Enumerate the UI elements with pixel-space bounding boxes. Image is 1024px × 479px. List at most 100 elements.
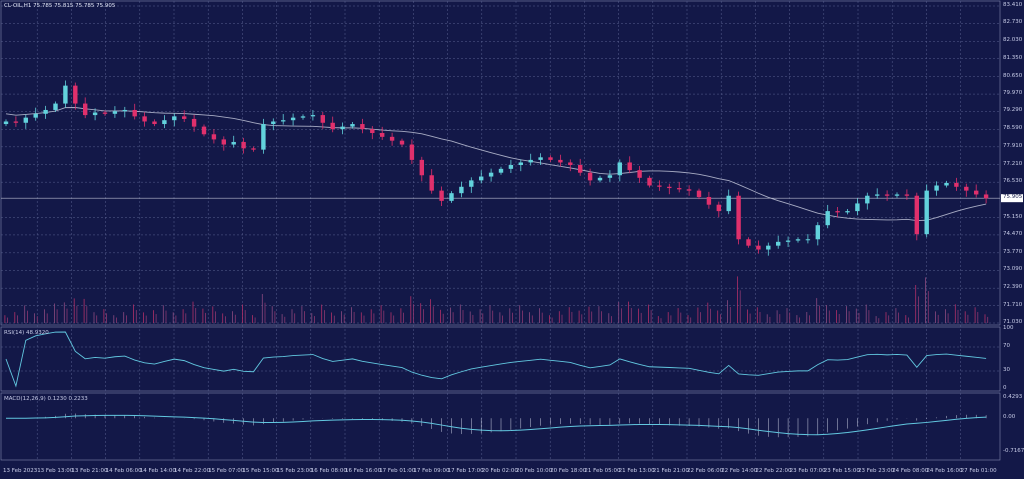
- time-label: 24 Feb 08:00: [892, 468, 929, 474]
- volume-bar: [331, 312, 332, 323]
- volume-bar: [462, 310, 464, 323]
- price-tick: 71.030: [1003, 319, 1023, 325]
- volume-bar: [73, 298, 75, 323]
- candle-body: [281, 120, 286, 122]
- volume-bar: [786, 308, 788, 323]
- volume-bar: [522, 310, 523, 323]
- volume-bar: [314, 316, 315, 323]
- volume-bar: [34, 313, 35, 323]
- volume-bar: [707, 302, 709, 323]
- candle-body: [479, 176, 484, 181]
- volume-bar: [677, 308, 679, 323]
- candle-body: [845, 211, 850, 213]
- volume-bar: [558, 311, 560, 323]
- volume-bar: [423, 309, 424, 323]
- macd-label: MACD(12,26,9) 0.1230 0.2233: [4, 396, 88, 402]
- volume-bar: [957, 309, 959, 323]
- volume-bar: [360, 312, 362, 323]
- volume-bar: [165, 310, 167, 323]
- time-label: 27 Feb 01:00: [960, 468, 997, 474]
- time-label: 22 Feb 06:00: [687, 468, 724, 474]
- rsi-tick: 0: [1003, 385, 1007, 391]
- candle-body: [508, 165, 514, 169]
- candle-body: [558, 159, 563, 163]
- volume-bar: [116, 317, 117, 323]
- volume-bar: [225, 316, 226, 323]
- volume-bar: [868, 310, 870, 323]
- time-label: 23 Feb 15:00: [823, 468, 860, 474]
- candle-body: [142, 116, 147, 122]
- volume-bar: [828, 310, 830, 323]
- candle-body: [182, 116, 187, 119]
- volume-bar: [638, 308, 639, 323]
- volume-bar: [162, 305, 164, 323]
- volume-bar: [660, 318, 662, 323]
- volume-bar: [640, 312, 642, 323]
- candle-body: [795, 239, 801, 241]
- volume-bar: [36, 316, 38, 323]
- time-label: 13 Feb 21:00: [71, 468, 108, 474]
- volume-bar: [499, 312, 501, 323]
- candle-body: [914, 195, 919, 235]
- moving-average-line: [5, 107, 987, 221]
- volume-bar: [687, 315, 689, 323]
- candle-body: [706, 197, 712, 205]
- volume-bar: [113, 315, 115, 323]
- current-price-label: 75.905: [1003, 194, 1023, 201]
- volume-bar: [284, 316, 286, 323]
- price-tick: 73.090: [1003, 266, 1023, 273]
- volume-bar: [875, 316, 877, 323]
- candle-body: [429, 175, 434, 191]
- candle-body: [370, 129, 375, 134]
- volume-bar: [135, 310, 137, 323]
- volume-bar: [987, 316, 989, 323]
- volume-bar: [539, 308, 540, 323]
- volume-bar: [54, 303, 55, 323]
- candle-body: [538, 157, 543, 160]
- volume-bar: [450, 307, 451, 323]
- volume-bar: [967, 314, 969, 323]
- candle-body: [518, 162, 523, 166]
- volume-bar: [202, 308, 204, 323]
- candle-body: [320, 115, 325, 123]
- volume-bar: [937, 314, 939, 323]
- candle-body: [290, 117, 296, 121]
- candle-body: [587, 172, 593, 181]
- candle-body: [884, 194, 890, 196]
- candle-body: [934, 185, 939, 191]
- volume-bar: [274, 311, 276, 323]
- volume-bar: [370, 309, 372, 323]
- volume-bar: [581, 314, 583, 323]
- volume-bar: [106, 313, 107, 323]
- volume-bar: [509, 308, 511, 323]
- volume-bar: [420, 303, 422, 323]
- volume-bar: [729, 307, 731, 323]
- candle-body: [300, 116, 306, 118]
- volume-bar: [697, 307, 699, 323]
- volume-bar: [93, 312, 95, 323]
- volume-bar: [759, 312, 761, 323]
- candle-body: [677, 188, 682, 190]
- volume-bar: [895, 308, 897, 323]
- time-label: 22 Feb 14:00: [721, 468, 758, 474]
- candle-body: [221, 139, 226, 145]
- volume-bar: [769, 316, 771, 323]
- candle-body: [201, 126, 207, 135]
- price-tick: 78.590: [1003, 125, 1023, 132]
- price-tick: 83.410: [1003, 2, 1023, 8]
- time-label: 14 Feb 06:00: [105, 468, 142, 474]
- volume-bar: [172, 312, 174, 323]
- volume-bar: [103, 309, 105, 323]
- volume-bar: [591, 311, 593, 323]
- time-label: 15 Feb 23:00: [276, 468, 313, 474]
- volume-bar: [86, 306, 88, 323]
- price-tick: 71.710: [1003, 301, 1023, 308]
- candle-body: [132, 109, 137, 117]
- volume-bar: [155, 314, 157, 323]
- volume-bar: [898, 312, 899, 323]
- volume-bar: [403, 312, 404, 323]
- volume-bar: [816, 298, 818, 323]
- volume-bar: [657, 316, 659, 323]
- candle-body: [241, 141, 246, 149]
